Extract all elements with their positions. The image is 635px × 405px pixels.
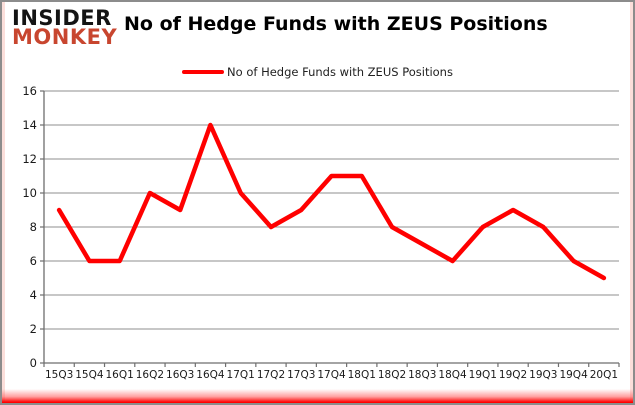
legend: No of Hedge Funds with ZEUS Positions — [2, 59, 633, 79]
x-tick-label: 17Q3 — [287, 369, 315, 381]
x-tick-label: 18Q2 — [378, 369, 406, 381]
series-line-hedge-funds — [56, 122, 607, 281]
x-tick-label: 19Q3 — [529, 369, 557, 381]
x-tick-label: 19Q1 — [469, 369, 497, 381]
y-tick-label: 2 — [30, 322, 37, 336]
y-tick-label: 12 — [22, 152, 37, 166]
x-tick-label: 20Q1 — [590, 369, 618, 381]
y-tick-label: 10 — [22, 186, 37, 200]
x-tick-label: 16Q2 — [136, 369, 164, 381]
x-tick-label: 18Q3 — [408, 369, 436, 381]
x-tick-label: 15Q3 — [45, 369, 73, 381]
logo-text-insider: INSIDER — [12, 6, 112, 30]
x-tick-label: 16Q3 — [166, 369, 194, 381]
x-tick-label: 17Q2 — [257, 369, 285, 381]
y-tick-label: 8 — [30, 220, 37, 234]
x-tick-label: 16Q1 — [106, 369, 134, 381]
x-tick-label: 19Q2 — [499, 369, 527, 381]
y-tick-label: 6 — [30, 254, 37, 268]
x-tick-label: 19Q4 — [559, 369, 588, 381]
x-tick-label: 18Q1 — [348, 369, 376, 381]
chart-title: No of Hedge Funds with ZEUS Positions — [124, 13, 548, 35]
y-tick-label: 0 — [30, 356, 37, 370]
y-tick-label: 16 — [22, 84, 37, 98]
legend-line-swatch — [182, 70, 225, 74]
logo-text-monkey: MONKEY — [12, 25, 118, 50]
x-tick-label: 17Q4 — [317, 369, 346, 381]
y-tick-label: 4 — [30, 288, 37, 302]
x-tick-label: 15Q4 — [75, 369, 104, 381]
x-tick-label: 17Q1 — [227, 369, 255, 381]
legend-label: No of Hedge Funds with ZEUS Positions — [227, 65, 453, 79]
insider-monkey-logo: INSIDER MONKEY — [12, 6, 118, 50]
x-tick-label: 16Q4 — [196, 369, 225, 381]
y-tick-label: 14 — [22, 118, 37, 132]
x-tick-label: 18Q4 — [438, 369, 467, 381]
